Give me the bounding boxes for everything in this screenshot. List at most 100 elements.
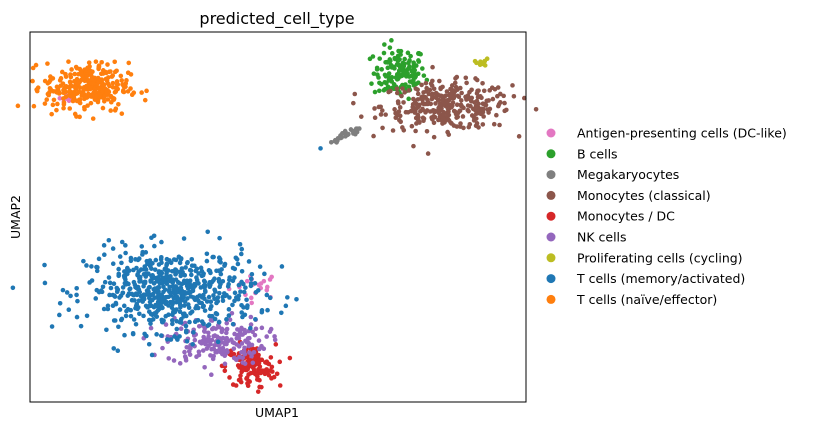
data-point: [126, 281, 131, 287]
data-point: [75, 298, 80, 304]
data-point: [215, 339, 221, 345]
data-point: [264, 292, 270, 298]
data-point: [458, 85, 463, 91]
data-point: [116, 266, 121, 272]
data-point: [206, 334, 211, 339]
data-point: [163, 322, 169, 327]
data-point: [237, 242, 243, 247]
data-point: [371, 133, 376, 139]
data-point: [222, 263, 227, 268]
data-point: [274, 371, 280, 377]
data-point: [184, 278, 190, 284]
data-point: [387, 45, 393, 50]
data-point: [108, 108, 114, 113]
data-point: [178, 326, 184, 332]
data-point: [425, 151, 431, 156]
data-point: [230, 302, 235, 308]
data-point: [224, 326, 230, 332]
data-point: [177, 269, 182, 275]
data-point: [198, 265, 204, 271]
data-point: [159, 270, 165, 276]
data-point: [187, 267, 193, 273]
data-point: [10, 285, 16, 291]
data-point: [78, 323, 84, 329]
data-point: [94, 268, 100, 274]
data-point: [47, 78, 53, 83]
data-point: [130, 330, 136, 336]
data-point: [452, 80, 458, 86]
legend-marker: [546, 274, 556, 284]
data-point: [99, 59, 104, 65]
data-point: [394, 86, 400, 91]
data-point: [504, 107, 509, 113]
data-point: [133, 321, 139, 327]
data-point: [201, 278, 207, 284]
data-point: [516, 134, 522, 139]
data-point: [112, 293, 117, 298]
data-point: [154, 303, 160, 309]
data-point: [415, 117, 421, 122]
data-point: [449, 102, 455, 108]
data-point: [112, 90, 118, 95]
data-point: [54, 107, 59, 113]
data-point: [425, 101, 431, 107]
data-point: [436, 109, 441, 115]
legend-label: NK cells: [577, 230, 627, 245]
data-point: [48, 74, 53, 79]
data-point: [476, 101, 481, 107]
data-point: [57, 300, 63, 306]
data-point: [430, 78, 435, 84]
data-point: [98, 77, 104, 82]
data-point: [148, 325, 154, 331]
data-point: [152, 267, 158, 272]
data-point: [185, 296, 190, 301]
data-point: [212, 276, 217, 282]
data-point: [125, 70, 131, 76]
data-point: [122, 269, 128, 274]
data-point: [73, 85, 78, 91]
data-point: [166, 268, 171, 273]
data-point: [222, 341, 227, 347]
data-point: [164, 262, 169, 268]
data-point: [125, 89, 131, 94]
data-point: [195, 305, 201, 311]
data-point: [332, 137, 338, 143]
data-point: [42, 101, 48, 106]
data-point: [403, 82, 408, 87]
data-point: [401, 61, 406, 66]
data-point: [246, 361, 251, 367]
data-point: [261, 278, 267, 284]
data-point: [154, 332, 159, 337]
data-point: [209, 372, 214, 378]
data-point: [201, 334, 206, 340]
data-point: [410, 102, 416, 107]
data-point: [189, 272, 194, 278]
data-point: [250, 364, 255, 370]
data-point: [188, 346, 193, 351]
data-point: [218, 349, 224, 355]
data-point: [243, 285, 248, 290]
data-point: [57, 96, 63, 101]
data-point: [396, 48, 401, 54]
data-point: [273, 342, 279, 347]
data-point: [241, 367, 246, 373]
data-point: [463, 75, 469, 81]
data-point: [112, 318, 118, 323]
data-point: [203, 341, 208, 347]
data-point: [155, 308, 161, 313]
data-point: [84, 74, 89, 79]
data-point: [406, 84, 412, 90]
data-point: [86, 60, 92, 65]
data-point: [226, 281, 231, 287]
data-point: [283, 303, 289, 309]
data-point: [151, 281, 157, 286]
data-point: [135, 257, 141, 263]
data-point: [224, 330, 229, 336]
data-point: [248, 295, 254, 301]
data-point: [421, 101, 427, 107]
data-point: [374, 65, 380, 71]
data-point: [437, 78, 442, 84]
data-point: [123, 243, 128, 248]
data-point: [129, 297, 135, 303]
data-point: [254, 372, 260, 377]
